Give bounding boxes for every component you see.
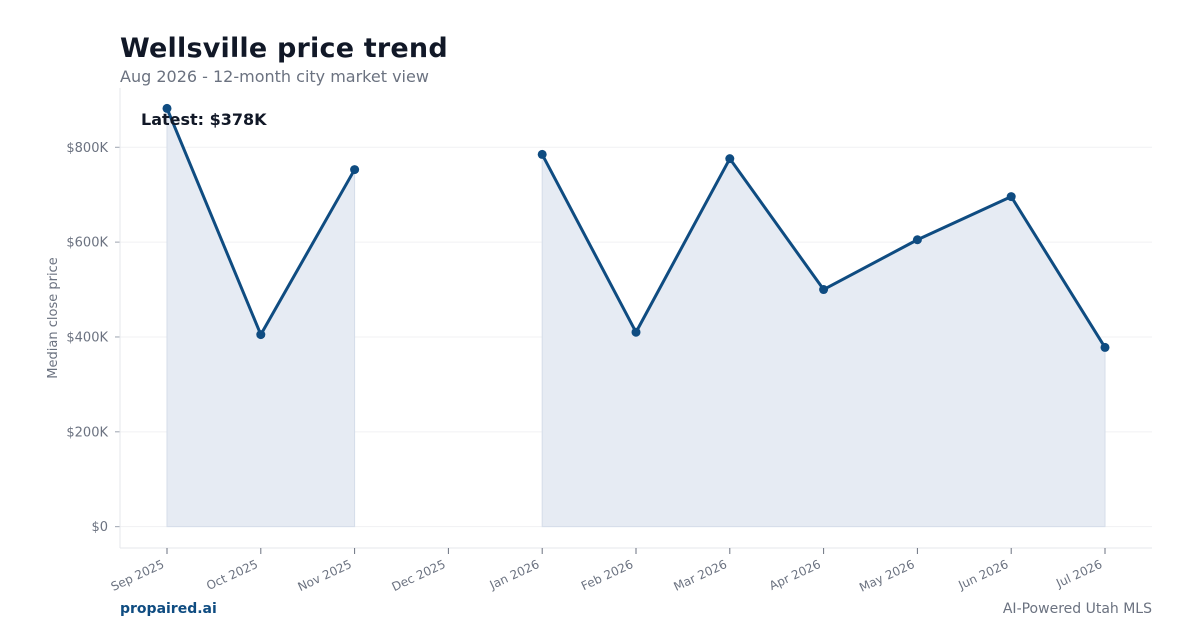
data-point <box>1100 342 1110 352</box>
area-fill <box>166 108 356 528</box>
data-point <box>350 165 360 175</box>
data-point <box>162 103 172 113</box>
brand-link[interactable]: propaired.ai <box>120 601 217 617</box>
y-tick-label: $600K <box>66 236 108 251</box>
data-point <box>725 154 735 164</box>
data-point <box>912 235 922 245</box>
latest-annotation: Latest: $378K <box>141 110 267 129</box>
x-tick-label: Feb 2026 <box>579 557 635 593</box>
footer-tagline: AI-Powered Utah MLS <box>1002 601 1152 617</box>
x-tick-label: Apr 2026 <box>767 557 823 593</box>
y-tick-label: $200K <box>66 425 108 440</box>
y-tick-label: $800K <box>66 141 108 156</box>
x-tick-label: Oct 2025 <box>204 557 260 593</box>
y-axis-label: Median close price <box>46 257 61 378</box>
x-tick-label: Jul 2026 <box>1053 557 1104 591</box>
chart-subtitle: Aug 2026 - 12-month city market view <box>120 67 429 86</box>
area-fills <box>166 108 1106 528</box>
chart-title: Wellsville price trend <box>120 33 448 64</box>
x-tick-label: Nov 2025 <box>296 557 354 594</box>
data-points <box>162 103 1110 352</box>
x-tick-label: Jun 2026 <box>956 557 1011 593</box>
x-tick-label: May 2026 <box>857 557 917 595</box>
data-point <box>631 327 641 337</box>
axes <box>115 88 1152 554</box>
y-tick-label: $0 <box>91 520 108 535</box>
y-tick-label: $400K <box>66 330 108 345</box>
x-tick-label: Mar 2026 <box>671 557 729 594</box>
x-tick-label: Sep 2025 <box>109 557 167 594</box>
data-point <box>537 149 547 159</box>
x-tick-label: Dec 2025 <box>390 557 448 594</box>
x-tick-label: Jan 2026 <box>487 557 542 592</box>
data-point <box>819 285 829 295</box>
data-point <box>256 330 266 340</box>
data-point <box>1006 192 1016 202</box>
